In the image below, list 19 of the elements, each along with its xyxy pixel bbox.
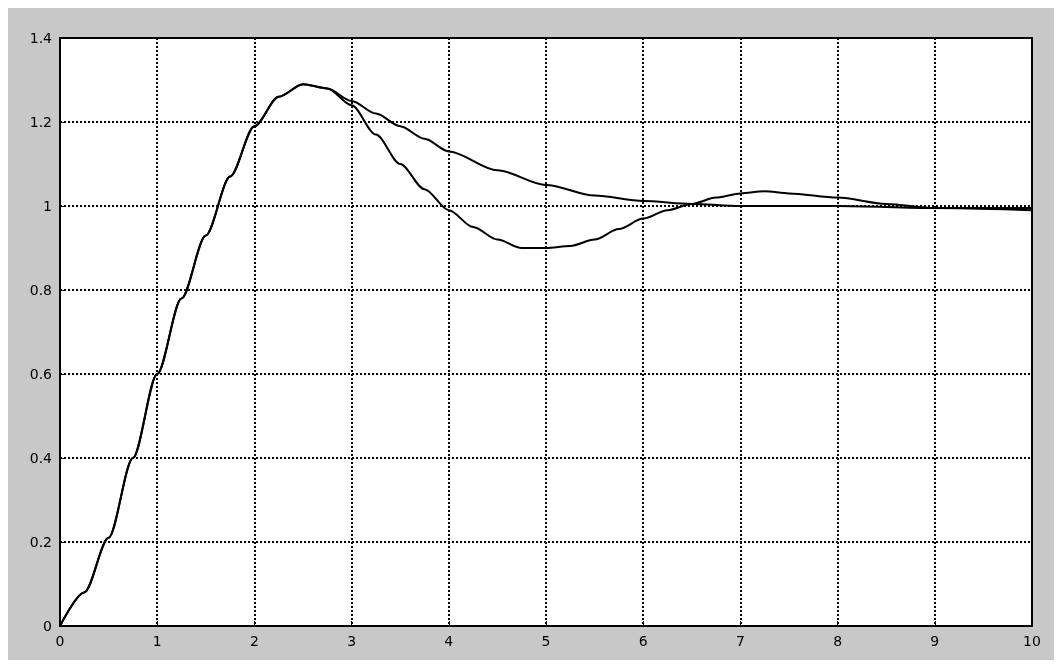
y-tick-label: 0 bbox=[43, 618, 52, 634]
y-tick-label: 0.8 bbox=[29, 282, 52, 298]
y-tick-label: 1 bbox=[43, 198, 52, 214]
y-tick-label: 0.6 bbox=[29, 366, 53, 382]
x-tick-label: 4 bbox=[444, 633, 454, 649]
y-tick-label: 1.2 bbox=[29, 114, 52, 130]
y-tick-label: 1.4 bbox=[29, 30, 53, 46]
x-tick-label: 5 bbox=[541, 633, 551, 649]
x-tick-label: 3 bbox=[347, 633, 357, 649]
y-tick-label: 0.2 bbox=[29, 534, 52, 550]
x-tick-label: 2 bbox=[249, 633, 259, 649]
y-tick-label: 0.4 bbox=[29, 450, 53, 466]
x-tick-label: 10 bbox=[1023, 633, 1041, 649]
x-tick-label: 8 bbox=[833, 633, 843, 649]
x-tick-label: 0 bbox=[55, 633, 65, 649]
x-tick-label: 1 bbox=[152, 633, 162, 649]
x-tick-label: 9 bbox=[930, 633, 940, 649]
x-tick-label: 6 bbox=[638, 633, 648, 649]
x-tick-label: 7 bbox=[735, 633, 745, 649]
